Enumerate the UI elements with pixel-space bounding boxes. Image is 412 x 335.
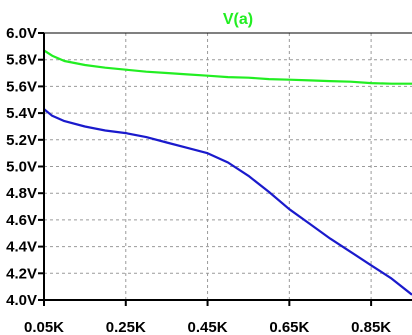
legend: V(a) bbox=[223, 11, 253, 28]
y-tick-label: 4.2V bbox=[6, 265, 37, 282]
x-tick-label: 0.65K bbox=[269, 319, 309, 335]
y-tick-label: 4.6V bbox=[6, 212, 37, 229]
x-tick-label: 0.45K bbox=[188, 319, 228, 335]
x-tick-label: 0.25K bbox=[106, 319, 146, 335]
x-axis: 0.05K 0.25K 0.45K 0.65K 0.85K bbox=[24, 300, 391, 335]
series-layer bbox=[43, 49, 412, 296]
series-line-1 bbox=[43, 108, 412, 296]
y-tick-label: 5.4V bbox=[6, 105, 37, 122]
y-tick-label: 4.8V bbox=[6, 185, 37, 202]
x-tick-label: 0.05K bbox=[24, 319, 64, 335]
y-tick-label: 5.2V bbox=[6, 132, 37, 149]
y-axis: 4.0V 4.2V 4.4V 4.6V 4.8V 5.0V 5.2V 5.4V 5.6V 5.8V… bbox=[6, 25, 44, 309]
y-tick-label: 5.8V bbox=[6, 52, 37, 69]
x-tick-label: 0.85K bbox=[351, 319, 391, 335]
series-line-0 bbox=[43, 49, 412, 85]
y-tick-label: 5.6V bbox=[6, 78, 37, 95]
y-tick-label: 5.0V bbox=[6, 159, 37, 176]
legend-label-v-a: V(a) bbox=[223, 11, 253, 28]
y-tick-label: 4.0V bbox=[6, 292, 37, 309]
y-tick-label: 4.4V bbox=[6, 239, 37, 256]
grid bbox=[44, 33, 412, 300]
y-tick-label: 6.0V bbox=[6, 25, 37, 42]
